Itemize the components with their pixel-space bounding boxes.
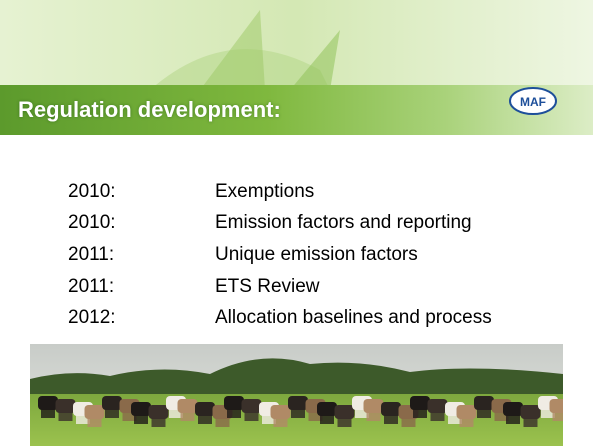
cow-legs bbox=[273, 418, 288, 427]
cow-legs bbox=[262, 415, 276, 424]
cow-legs bbox=[58, 412, 73, 421]
cow bbox=[520, 405, 541, 419]
cow bbox=[549, 399, 563, 413]
cow-legs bbox=[180, 412, 195, 421]
item-text: Emission factors and reporting bbox=[215, 212, 472, 234]
cow-legs bbox=[477, 409, 491, 418]
header-background bbox=[0, 0, 593, 160]
cow-legs bbox=[506, 415, 520, 424]
cow bbox=[55, 399, 76, 413]
cow-legs bbox=[552, 412, 563, 421]
cow bbox=[148, 405, 169, 419]
cow-legs bbox=[87, 418, 102, 427]
list-item: 2010: Exemptions bbox=[68, 176, 492, 208]
cow-legs bbox=[541, 409, 555, 418]
cow-legs bbox=[134, 415, 148, 424]
cow bbox=[84, 405, 105, 419]
cow-legs bbox=[41, 409, 55, 418]
cow bbox=[38, 396, 58, 410]
item-year: 2011: bbox=[68, 243, 115, 265]
cow bbox=[410, 396, 430, 410]
photo bbox=[30, 344, 563, 446]
item-text: ETS Review bbox=[215, 275, 320, 297]
cow-legs bbox=[244, 412, 259, 421]
cow-legs bbox=[105, 409, 119, 418]
cow bbox=[177, 399, 198, 413]
item-year: 2010: bbox=[68, 180, 116, 202]
cow-legs bbox=[384, 415, 398, 424]
cow bbox=[427, 399, 448, 413]
item-year: 2011: bbox=[68, 275, 115, 297]
cow bbox=[317, 402, 337, 416]
cow-legs bbox=[169, 409, 183, 418]
cow-legs bbox=[320, 415, 334, 424]
cow-legs bbox=[76, 415, 90, 424]
item-text: Allocation baselines and process bbox=[215, 307, 492, 329]
cow-legs bbox=[366, 412, 381, 421]
cow-legs bbox=[122, 412, 137, 421]
cow-legs bbox=[198, 415, 212, 424]
item-year: 2010: bbox=[68, 212, 116, 234]
list-item: 2010: Emission factors and reporting bbox=[68, 208, 492, 240]
cow bbox=[241, 399, 262, 413]
logo: MAF bbox=[509, 87, 557, 115]
cow bbox=[456, 405, 477, 419]
item-text: Exemptions bbox=[215, 180, 315, 202]
list-item: 2012: Allocation baselines and process bbox=[68, 302, 492, 334]
cow-legs bbox=[151, 418, 166, 427]
item-list: 2010: Exemptions 2010: Emission factors and… bbox=[68, 176, 492, 334]
cow bbox=[381, 402, 401, 416]
cow-legs bbox=[227, 409, 241, 418]
list-item: 2011: Unique emission factors bbox=[68, 239, 492, 271]
cow-legs bbox=[308, 412, 323, 421]
cow-legs bbox=[413, 409, 427, 418]
cow-legs bbox=[401, 418, 416, 427]
cow-legs bbox=[337, 418, 352, 427]
cow bbox=[224, 396, 244, 410]
cow bbox=[288, 396, 308, 410]
cow-legs bbox=[355, 409, 369, 418]
list-item: 2011: ETS Review bbox=[68, 271, 492, 303]
cow bbox=[195, 402, 215, 416]
cow-legs bbox=[459, 418, 474, 427]
cow bbox=[131, 402, 151, 416]
cow-legs bbox=[215, 418, 230, 427]
cow-legs bbox=[448, 415, 462, 424]
cow bbox=[363, 399, 384, 413]
cow-legs bbox=[430, 412, 445, 421]
cow bbox=[270, 405, 291, 419]
cow-legs bbox=[523, 418, 538, 427]
logo-text: MAF bbox=[520, 95, 546, 109]
slide-title: Regulation development: bbox=[18, 97, 281, 122]
cow bbox=[503, 402, 523, 416]
cow bbox=[474, 396, 494, 410]
cow bbox=[102, 396, 122, 410]
cow bbox=[334, 405, 355, 419]
item-text: Unique emission factors bbox=[215, 243, 418, 265]
cow-legs bbox=[494, 412, 509, 421]
item-year: 2012: bbox=[68, 307, 116, 329]
cow-legs bbox=[291, 409, 305, 418]
